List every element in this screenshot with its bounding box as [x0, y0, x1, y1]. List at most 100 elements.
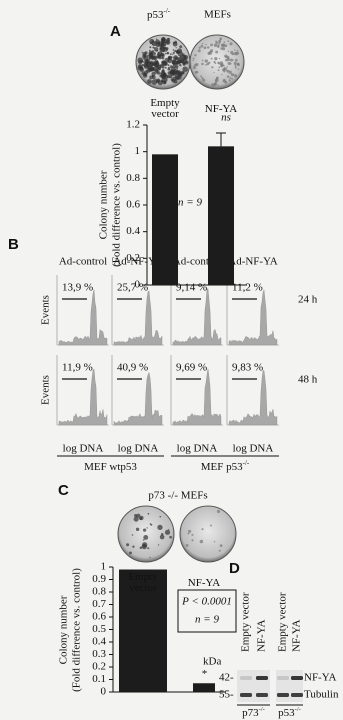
y-tick-label: 0.6: [92, 611, 106, 623]
colony: [206, 46, 210, 49]
colony: [236, 49, 239, 52]
y-tick-label: 0: [135, 279, 141, 291]
colony: [222, 69, 224, 72]
unit: kDa: [203, 656, 221, 668]
colony: [136, 513, 141, 518]
colony: [169, 75, 173, 79]
colony: [231, 52, 235, 56]
colony: [213, 71, 215, 74]
colony: [143, 63, 148, 68]
colony: [151, 50, 155, 53]
colony: [194, 54, 197, 57]
y-tick-label: 0.4: [92, 636, 106, 648]
y-label: Events: [40, 375, 52, 405]
colony: [191, 539, 194, 542]
panel-label: D: [229, 560, 240, 577]
colony: [177, 71, 183, 77]
colony: [156, 66, 161, 71]
annotation: *: [201, 668, 207, 680]
colony: [200, 75, 203, 78]
percentage: 9,69 %: [176, 362, 207, 374]
colony: [217, 84, 219, 87]
colony: [204, 59, 209, 63]
charts: 0 0.2 0.4 0.6 0.8 1 1.2 Empty vector NF-YA Colony…: [58, 98, 247, 698]
group-label-sup: -/-: [295, 706, 301, 713]
colony: [191, 533, 194, 536]
lane-label: Empty vector: [277, 592, 289, 652]
colony: [151, 55, 157, 61]
colony: [217, 44, 220, 47]
x-label: log DNA: [233, 443, 274, 455]
category-text: Empty vector: [128, 572, 158, 594]
colony: [162, 38, 167, 43]
colony: [161, 69, 165, 73]
histogram: [172, 288, 222, 346]
colony: [172, 51, 175, 55]
colony: [201, 77, 204, 80]
colony: [163, 77, 168, 82]
annotation: ns: [221, 112, 231, 124]
colony: [210, 57, 213, 60]
colony: [151, 67, 155, 72]
colony: [154, 47, 159, 52]
bar: [119, 569, 167, 692]
colony: [218, 42, 220, 45]
colony: [161, 66, 165, 69]
colony: [237, 64, 240, 67]
colony: [182, 66, 188, 72]
colony: [214, 79, 217, 82]
colony: [216, 509, 221, 514]
colony: [219, 40, 221, 42]
category-text: NF-YA: [187, 578, 221, 589]
colony: [234, 51, 238, 56]
colony: [142, 60, 145, 63]
colony: [151, 40, 157, 47]
genotype-name: p53: [147, 9, 164, 21]
colony: [227, 40, 230, 43]
genotype: p53-/-: [147, 7, 171, 21]
y-tick-label: 1.2: [126, 119, 140, 131]
y-axis-label: Colony number: [98, 170, 110, 239]
colony: [181, 54, 187, 61]
colony: [167, 55, 173, 61]
colony: [234, 49, 236, 51]
category-label: NF-YA: [187, 578, 221, 589]
column-header: Ad-NF-YA: [228, 256, 278, 268]
colony: [162, 46, 166, 50]
y-tick-label: 1: [101, 561, 107, 573]
y-tick-label: 0.4: [126, 225, 140, 237]
colony: [172, 62, 176, 66]
colony: [226, 75, 230, 78]
histogram: [113, 290, 163, 346]
band: [277, 693, 289, 697]
lane-label: NF-YA: [256, 620, 268, 652]
colony: [170, 78, 174, 81]
lane-label: NF-YA: [291, 620, 303, 652]
y-axis-label: Colony number: [58, 595, 70, 664]
blot: [276, 670, 303, 702]
panel-label: A: [110, 23, 121, 40]
colony: [155, 38, 158, 40]
colony: [155, 61, 158, 64]
colony: [185, 543, 189, 547]
colony: [169, 70, 174, 75]
colony: [142, 54, 146, 59]
band-label: Tubulin: [304, 689, 339, 701]
colony: [234, 66, 237, 69]
y-label: Events: [40, 295, 52, 325]
histogram: [172, 368, 222, 426]
colony: [144, 51, 148, 55]
colony: [131, 534, 134, 536]
colony: [230, 62, 232, 65]
colony: [133, 516, 139, 522]
colony: [157, 524, 163, 531]
histogram: [113, 371, 163, 426]
dish-images: [117, 505, 237, 563]
colony: [143, 72, 147, 76]
category-label: NF-YA: [205, 104, 237, 115]
x-label: log DNA: [118, 443, 159, 455]
colony: [139, 517, 142, 521]
colony: [149, 62, 152, 64]
colony: [160, 532, 164, 536]
